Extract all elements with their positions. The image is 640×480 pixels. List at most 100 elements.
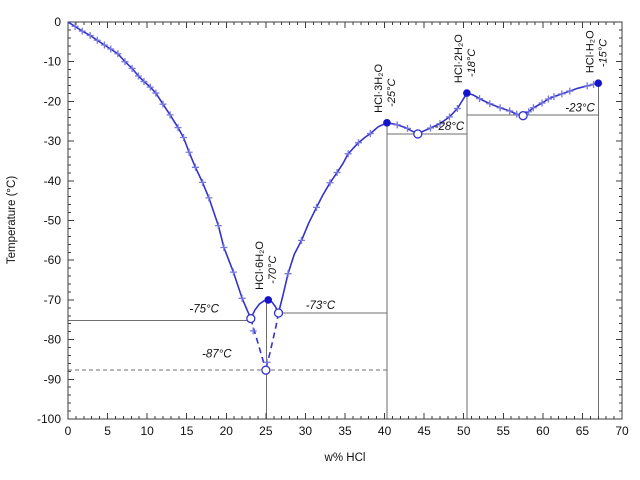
curve-ice-liquidus — [67, 21, 252, 319]
y-tick-label: -80 — [44, 333, 62, 347]
y-tick-label: -10 — [44, 55, 62, 69]
x-tick-label: 5 — [104, 424, 111, 438]
y-tick-label: 0 — [54, 15, 61, 29]
plus-marker — [199, 178, 207, 186]
plus-marker — [426, 124, 434, 132]
plus-marker — [86, 31, 94, 39]
plus-marker — [558, 90, 566, 98]
plus-marker — [496, 104, 504, 112]
x-tick-label: 70 — [615, 424, 629, 438]
hydrate-melting-temp-label: -18°C — [466, 49, 478, 77]
chart-layers: 0 5 10 15 20 25 30 35 40 45 50 55 60 65 70 0 -10 -20 -30 -4… — [37, 15, 629, 438]
plus-marker — [128, 64, 136, 72]
plus-marker — [583, 82, 591, 90]
plus-marker — [78, 27, 86, 35]
plus-marker — [185, 148, 193, 156]
eutectic-point — [246, 313, 256, 324]
plus-marker — [333, 168, 341, 176]
y-tick-label: -50 — [44, 214, 62, 228]
plus-marker — [297, 236, 305, 244]
eutectic-temp-annotation: -73°C — [306, 300, 336, 312]
plus-marker — [205, 194, 213, 202]
eutectic-point — [261, 365, 271, 375]
hydrate-formula-label: HCl·2H₂O — [453, 34, 465, 83]
plus-marker — [121, 58, 129, 66]
plus-marker — [393, 121, 401, 129]
plus-marker — [354, 139, 362, 147]
curve-hcl3h2o-liquidus — [277, 122, 419, 314]
plus-marker — [445, 113, 453, 121]
plus-marker — [486, 100, 494, 108]
x-tick-label: 20 — [220, 424, 234, 438]
curve-ice-metastable-extension — [250, 318, 267, 371]
plus-marker — [71, 22, 79, 30]
plus-marker — [538, 99, 546, 107]
plus-marker — [238, 294, 246, 302]
plus-marker — [134, 72, 142, 80]
plus-marker — [93, 36, 101, 44]
plot-frame — [67, 21, 623, 420]
plus-marker — [107, 45, 115, 53]
hydrate-melting-temp-label: -25°C — [386, 79, 398, 107]
y-tick-label: -70 — [44, 293, 62, 307]
plus-marker — [159, 100, 167, 108]
eutectic-point — [518, 111, 528, 121]
x-tick-label: 0 — [65, 424, 72, 438]
plus-marker — [476, 95, 484, 103]
y-tick-label: -90 — [44, 372, 62, 386]
plus-marker — [100, 41, 108, 49]
hydrate-formula-label: HCl·3H₂O — [373, 64, 385, 113]
plus-marker — [263, 358, 271, 366]
x-tick-label: 15 — [180, 424, 194, 438]
plus-marker — [146, 83, 154, 91]
plus-marker — [366, 130, 374, 138]
eutectic-temp-annotation: -23°C — [565, 102, 595, 114]
y-tick-label: -30 — [44, 134, 62, 148]
plus-marker — [404, 124, 412, 132]
x-tick-label: 10 — [140, 424, 154, 438]
plus-marker — [152, 89, 160, 97]
plus-marker — [453, 105, 461, 113]
plus-marker — [284, 270, 292, 278]
hydrate-melting-temp-label: -15°C — [597, 39, 609, 67]
y-tick-label: -40 — [44, 174, 62, 188]
x-tick-label: 55 — [497, 424, 511, 438]
plus-marker — [114, 50, 122, 58]
congruent-melting-point — [463, 89, 471, 97]
eutectic-temp-annotation: -28°C — [435, 121, 465, 133]
congruent-melting-point — [594, 79, 603, 87]
x-tick-label: 60 — [536, 424, 550, 438]
hydrate-melting-temp-label: -70°C — [267, 256, 279, 284]
plus-marker — [313, 203, 321, 211]
x-axis-title: w% HCl — [324, 452, 366, 464]
hydrate-formula-label: HCl·H₂O — [584, 30, 596, 73]
y-tick-label: -100 — [37, 412, 61, 426]
plus-marker — [166, 111, 174, 119]
congruent-melting-point — [383, 119, 391, 127]
hydrate-label: HCl·6H₂O -70°C — [254, 241, 279, 290]
y-tick-label: -60 — [44, 253, 62, 267]
plus-marker — [220, 243, 228, 251]
plus-marker — [525, 108, 533, 116]
plus-marker — [550, 93, 558, 101]
eutectic-point — [413, 129, 423, 139]
plus-marker — [249, 327, 257, 335]
eutectic-temp-annotation: -87°C — [202, 348, 232, 360]
plus-marker — [229, 268, 237, 276]
y-axis-title: Temperature (°C) — [6, 176, 18, 264]
x-tick-label: 65 — [576, 424, 590, 438]
plus-marker — [506, 107, 514, 115]
plus-marker — [529, 104, 537, 112]
plus-marker — [344, 150, 352, 158]
x-tick-label: 50 — [457, 424, 471, 438]
eutectic-temp-annotation: -75°C — [189, 304, 219, 316]
x-tick-label: 30 — [299, 424, 313, 438]
plus-marker — [544, 95, 552, 103]
hydrate-label: HCl·2H₂O -18°C — [453, 34, 478, 83]
hydrate-label: HCl·H₂O -15°C — [584, 30, 609, 73]
plus-marker — [174, 124, 182, 132]
x-tick-label: 45 — [417, 424, 431, 438]
x-tick-label: 40 — [378, 424, 392, 438]
